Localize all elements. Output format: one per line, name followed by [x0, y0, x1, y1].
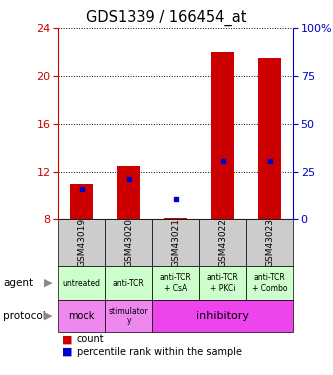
- Text: GDS1339 / 166454_at: GDS1339 / 166454_at: [86, 9, 247, 26]
- Text: stimulator
y: stimulator y: [109, 307, 149, 325]
- Bar: [246, 266, 293, 300]
- Text: ▶: ▶: [44, 278, 53, 288]
- Bar: [152, 266, 199, 300]
- Bar: [117, 166, 141, 219]
- Text: GSM43022: GSM43022: [218, 218, 227, 267]
- Text: anti-TCR
+ PKCi: anti-TCR + PKCi: [207, 273, 238, 293]
- Text: anti-TCR
+ Combo: anti-TCR + Combo: [252, 273, 287, 293]
- Text: count: count: [77, 334, 104, 344]
- Text: inhibitory: inhibitory: [196, 311, 249, 321]
- Bar: [164, 217, 187, 219]
- Text: protocol: protocol: [3, 311, 46, 321]
- Text: mock: mock: [69, 311, 95, 321]
- Bar: [58, 300, 105, 332]
- Bar: [105, 219, 152, 266]
- Bar: [199, 219, 246, 266]
- Bar: [211, 52, 234, 219]
- Text: GSM43023: GSM43023: [265, 218, 274, 267]
- Text: percentile rank within the sample: percentile rank within the sample: [77, 347, 241, 357]
- Bar: [58, 219, 105, 266]
- Text: anti-TCR: anti-TCR: [113, 279, 145, 288]
- Bar: [199, 266, 246, 300]
- Bar: [152, 219, 199, 266]
- Bar: [258, 58, 281, 219]
- Text: untreated: untreated: [63, 279, 101, 288]
- Bar: [246, 219, 293, 266]
- Text: agent: agent: [3, 278, 33, 288]
- Text: ■: ■: [62, 334, 72, 344]
- Text: anti-TCR
+ CsA: anti-TCR + CsA: [160, 273, 191, 293]
- Text: GSM43021: GSM43021: [171, 218, 180, 267]
- Text: ■: ■: [62, 347, 72, 357]
- Text: ▶: ▶: [44, 311, 53, 321]
- Text: GSM43020: GSM43020: [124, 218, 133, 267]
- Text: GSM43019: GSM43019: [77, 218, 86, 267]
- Bar: [70, 183, 94, 219]
- Bar: [58, 266, 105, 300]
- Bar: [105, 300, 152, 332]
- Bar: [105, 266, 152, 300]
- Bar: [152, 300, 293, 332]
